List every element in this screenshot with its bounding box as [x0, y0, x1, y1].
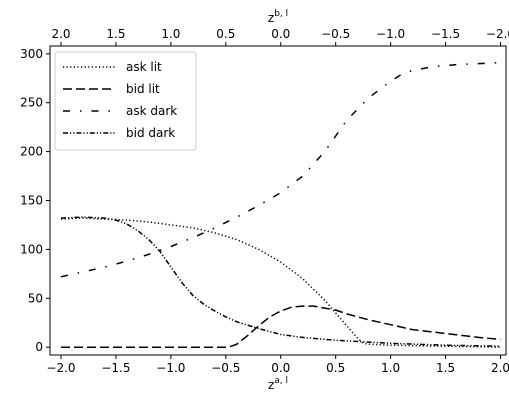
legend-entry-3: ask dark [126, 104, 177, 118]
series-line-2 [61, 305, 501, 348]
y-tick-label: 200 [20, 145, 43, 159]
top-tick-label: −2.0 [486, 27, 509, 41]
y-tick-label: 100 [20, 242, 43, 256]
legend-entry-4: bid dark [126, 126, 175, 140]
top-tick-label: −0.5 [321, 27, 350, 41]
x-tick-label: 0.0 [271, 361, 290, 375]
top-axis-label: zb, l [268, 9, 288, 25]
x-tick-label: −2.0 [46, 361, 75, 375]
legend-entry-1: ask lit [126, 60, 162, 74]
ticks: −2.0 2.0 −1.5 1.5 −1.0 1.0 −0.5 0.5 0.0 0.0 0.5 −0.… [20, 27, 509, 375]
top-tick-label: −1.5 [431, 27, 460, 41]
series-line-4 [60, 216, 501, 347]
x-tick-label: −0.5 [211, 361, 240, 375]
series-line-1 [60, 217, 501, 348]
y-tick-label: 50 [28, 291, 43, 305]
x-axis-label-base: z [268, 378, 274, 392]
x-tick-label: −1.5 [101, 361, 130, 375]
top-tick-label: 2.0 [51, 27, 70, 41]
top-tick-label: −1.0 [376, 27, 405, 41]
y-tick-label: 0 [35, 340, 43, 354]
y-tick-label: 250 [20, 96, 43, 110]
x-tick-label: 2.0 [491, 361, 509, 375]
x-tick-label: 0.5 [326, 361, 345, 375]
legend-box [54, 51, 197, 151]
x-tick-label: 1.5 [436, 361, 455, 375]
legend-entry-2: bid lit [126, 82, 160, 96]
top-axis-label-base: z [268, 11, 274, 25]
top-axis-label-sup: b, l [274, 9, 288, 19]
y-tick-label: 150 [20, 194, 43, 208]
series-line-3 [60, 61, 501, 278]
top-tick-label: 0.0 [271, 27, 290, 41]
x-tick-label: −1.0 [156, 361, 185, 375]
legend: ask lit bid lit ask dark bid dark [54, 51, 197, 151]
top-tick-label: 0.5 [216, 27, 235, 41]
x-tick-label: 1.0 [381, 361, 400, 375]
plot-lines [60, 61, 501, 348]
x-axis-label-sup: a, l [274, 376, 288, 386]
top-tick-label: 1.0 [161, 27, 180, 41]
x-axis-label: za, l [268, 376, 288, 392]
y-tick-label: 300 [20, 47, 43, 61]
top-tick-label: 1.5 [106, 27, 125, 41]
